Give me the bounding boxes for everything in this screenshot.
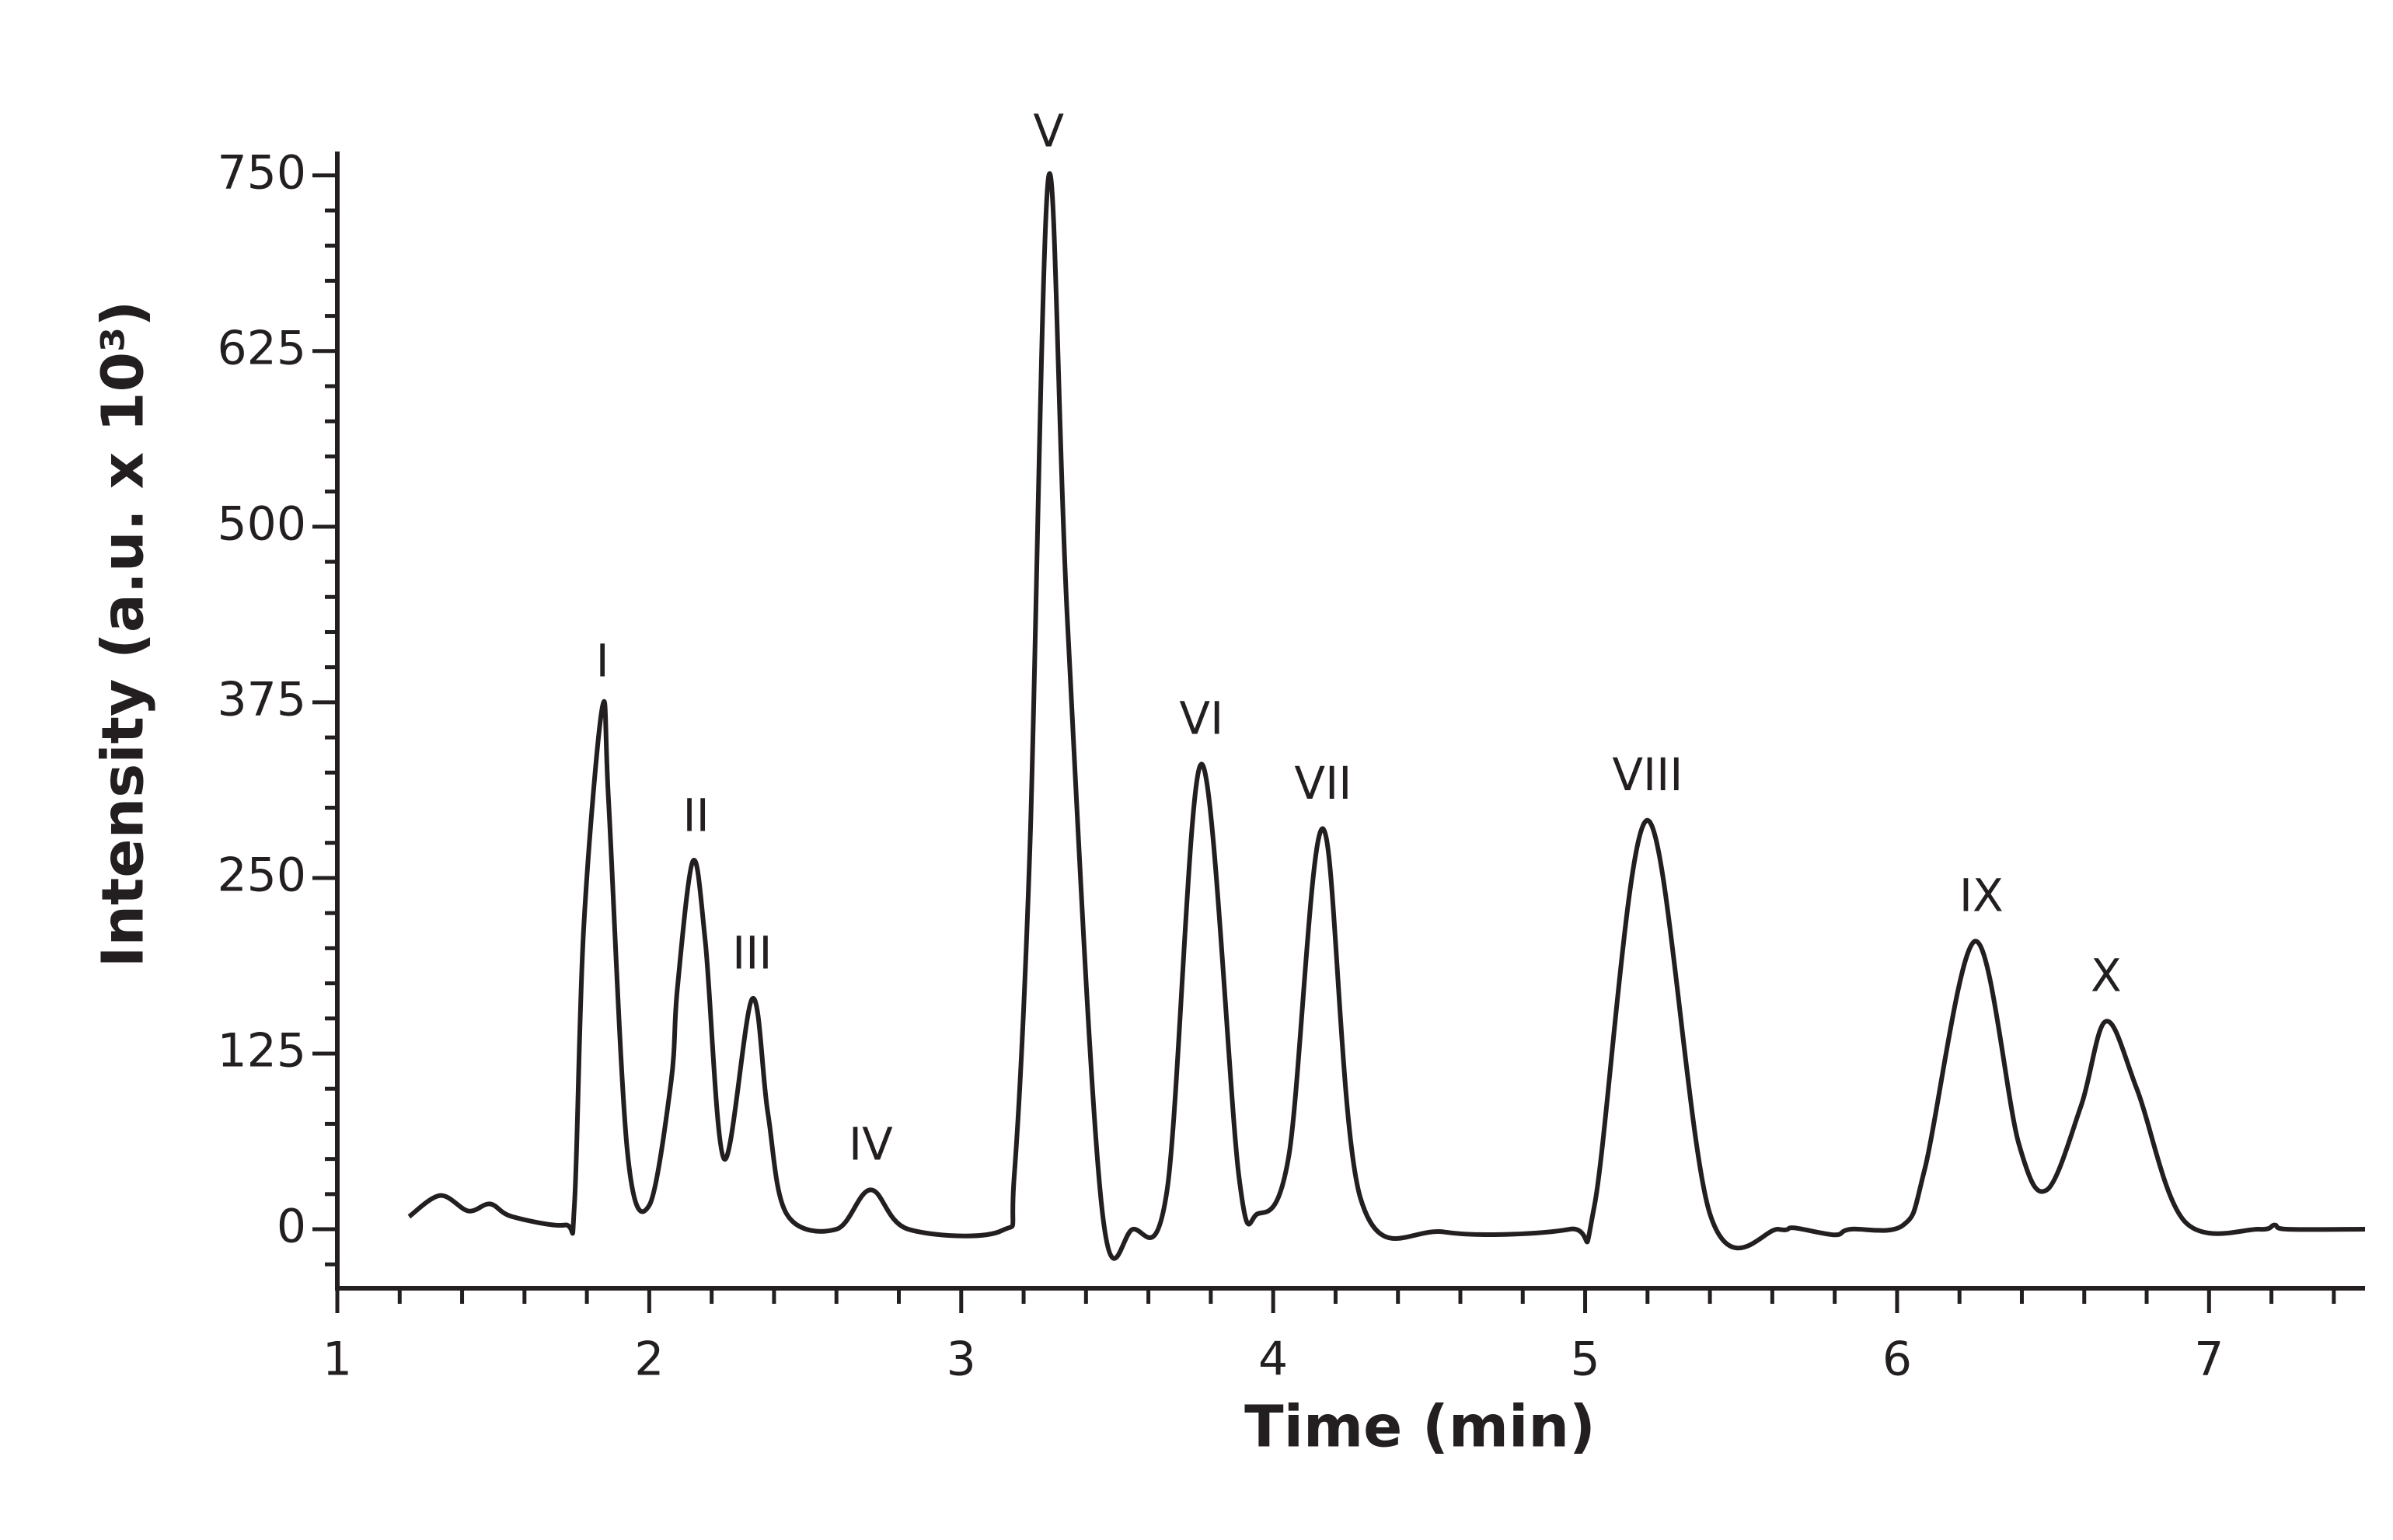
peak-label: IX — [1959, 869, 2004, 922]
y-tick-label: 500 — [217, 496, 306, 551]
x-tick-label: 5 — [1570, 1333, 1599, 1387]
x-tick-label: 3 — [947, 1333, 976, 1387]
y-tick-label: 125 — [217, 1024, 306, 1078]
y-tick-label: 750 — [217, 145, 306, 200]
x-tick-label: 6 — [1882, 1333, 1912, 1387]
peak-label: II — [682, 789, 709, 841]
peak-label: III — [732, 927, 772, 980]
peak-label: V — [1033, 105, 1064, 158]
x-tick-label: 4 — [1258, 1333, 1288, 1387]
x-tick-label: 7 — [2194, 1333, 2224, 1387]
peak-label: X — [2091, 949, 2122, 1002]
peak-label: VIII — [1612, 748, 1683, 801]
peak-label: VI — [1179, 692, 1223, 745]
x-tick-label: 1 — [323, 1333, 352, 1387]
y-axis-title: Intensity (a.u. x 10³) — [90, 301, 157, 967]
trace-line — [407, 171, 2366, 1261]
x-axis-title: Time (min) — [1244, 1394, 1596, 1461]
y-tick-label: 250 — [217, 848, 306, 903]
peak-label: I — [596, 634, 609, 687]
y-tick-label: 625 — [217, 321, 306, 375]
x-tick-label: 2 — [634, 1333, 664, 1387]
peak-label: IV — [849, 1118, 893, 1171]
y-tick-label: 375 — [217, 672, 306, 726]
peak-label: VII — [1294, 757, 1352, 810]
y-tick-label: 0 — [277, 1200, 306, 1254]
